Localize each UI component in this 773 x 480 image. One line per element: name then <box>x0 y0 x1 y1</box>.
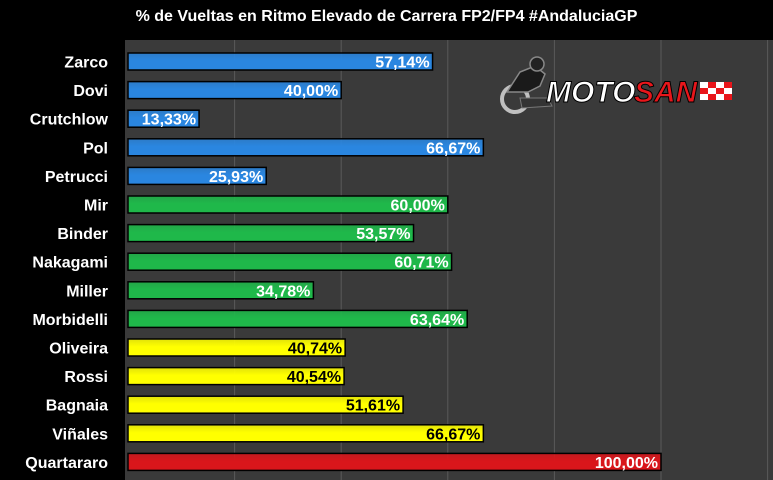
data-label: 25,93% <box>209 169 263 186</box>
category-label: Nakagami <box>32 255 108 272</box>
logo-text-moto: MOTO <box>546 76 635 109</box>
data-label: 60,00% <box>391 198 445 215</box>
data-label: 66,67% <box>426 426 480 443</box>
bar <box>127 338 346 357</box>
category-label: Viñales <box>52 426 108 443</box>
category-label: Morbidelli <box>32 312 108 329</box>
data-label: 13,33% <box>142 112 196 129</box>
bar <box>127 309 468 329</box>
bar <box>127 223 415 243</box>
data-label: 66,67% <box>426 140 480 157</box>
data-label: 60,71% <box>394 255 448 272</box>
data-label: 100,00% <box>595 455 658 472</box>
category-label: Pol <box>83 140 108 157</box>
data-label: 63,64% <box>410 312 464 329</box>
category-label: Dovi <box>73 83 108 100</box>
category-label: Petrucci <box>45 169 108 186</box>
bar <box>127 424 485 443</box>
category-label: Miller <box>66 283 108 300</box>
category-label: Quartararo <box>25 455 108 472</box>
motosan-logo: MOTO SAN <box>500 56 732 114</box>
data-label: 40,00% <box>284 83 338 100</box>
category-label: Zarco <box>64 55 108 72</box>
bar <box>127 80 342 100</box>
bar <box>127 366 345 386</box>
bars: 57,14% 40,00% 13,33% 66,67% 25,93% 60,00% 53,5… <box>127 52 662 472</box>
data-label: 34,78% <box>256 283 310 300</box>
checkered-flag-icon <box>700 82 732 100</box>
data-label: 53,57% <box>356 226 410 243</box>
bar <box>127 52 434 71</box>
category-label: Rossi <box>64 369 108 386</box>
bar <box>127 109 200 128</box>
logo-text-san: SAN <box>634 76 699 109</box>
category-label: Oliveira <box>49 341 108 358</box>
bar <box>127 138 485 157</box>
bar <box>127 395 404 414</box>
data-label: 57,14% <box>375 55 429 72</box>
chart-title: % de Vueltas en Ritmo Elevado de Carrera… <box>135 8 638 25</box>
category-label: Mir <box>84 198 108 215</box>
category-label: Binder <box>57 226 108 243</box>
bar <box>127 281 315 300</box>
category-label: Bagnaia <box>46 398 108 415</box>
bar <box>127 166 267 186</box>
motorcycle-rider-icon <box>500 56 553 114</box>
data-label: 40,74% <box>288 341 342 358</box>
bar <box>127 195 449 214</box>
category-label: Crutchlow <box>30 112 109 129</box>
data-label: 51,61% <box>346 398 400 415</box>
bar <box>127 452 662 472</box>
data-label: 40,54% <box>287 369 341 386</box>
bar <box>127 252 453 271</box>
